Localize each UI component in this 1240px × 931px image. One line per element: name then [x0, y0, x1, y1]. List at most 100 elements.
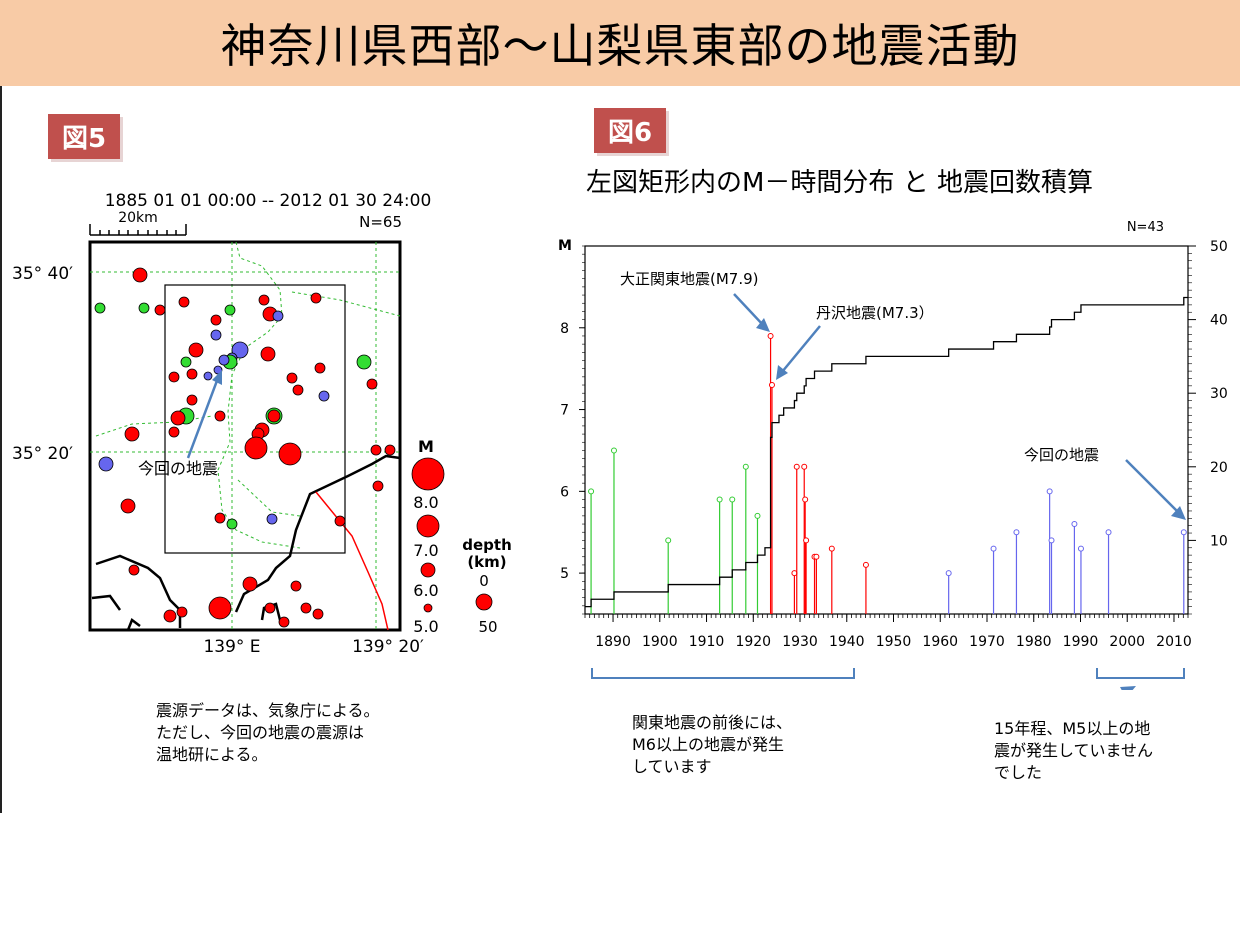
y-right-tick-label: 40	[1210, 313, 1228, 329]
y-left-tick-label: 6	[560, 484, 569, 500]
fig5-map: 1885 01 01 00:00 -- 2012 01 30 24:00 20k…	[12, 191, 512, 657]
event-point	[803, 537, 810, 544]
legend-m-7: 7.0	[413, 541, 438, 560]
fig6-subtitle: 左図矩形内のM－時間分布 と 地震回数積算	[586, 168, 1093, 198]
fig6-note-recent-line: 15年程、M5以上の地	[994, 719, 1151, 738]
fig5-scale-bar	[89, 224, 187, 236]
event-point	[1013, 529, 1020, 536]
event-point	[802, 496, 809, 503]
x-tick-label: 1960	[922, 634, 958, 650]
legend-m-8: 8.0	[413, 493, 438, 512]
legend-depth-50: 50	[478, 618, 497, 636]
event-point	[767, 332, 774, 339]
y-right-tick-label: 30	[1210, 386, 1228, 402]
event-point	[828, 545, 835, 552]
event-point	[610, 447, 617, 454]
event-point	[1105, 529, 1112, 536]
fig5-note-line: 震源データは、気象庁による。	[156, 701, 380, 720]
event-point	[1046, 488, 1053, 495]
fig6-arrow-note-recent	[1120, 686, 1136, 690]
x-tick-label: 1910	[689, 634, 725, 650]
event-point	[1077, 545, 1084, 552]
x-tick-label: 1940	[829, 634, 865, 650]
fig5-annotation-arrow	[186, 370, 222, 459]
legend-depth-0: 0	[479, 572, 489, 590]
event-point	[813, 553, 820, 560]
event-point	[742, 463, 749, 470]
title-bar: 神奈川県西部〜山梨県東部の地震活動	[0, 0, 1240, 86]
left-divider	[0, 86, 2, 813]
fig6-axes: 1890 1900 1910 1920 1930 1940 1950 1960 1970 1980…	[560, 239, 1228, 650]
legend-m-5: 5.0	[413, 617, 438, 636]
legend-depth-unit: (km)	[467, 553, 506, 571]
fig6-callout-tanzawa: 丹沢地震(M7.3）	[816, 304, 934, 322]
event-point	[1180, 529, 1187, 536]
x-tick-label: 1930	[782, 634, 818, 650]
fig6-chart: N=43 M 1890 1900 1910 1920 1930 1940 1950 1960 1…	[558, 220, 1228, 690]
fig6-note-kanto-line: 関東地震の前後には、	[632, 713, 793, 732]
fig5-count: N=65	[359, 213, 402, 231]
fig5-lat-label-40: 35° 40′	[12, 264, 73, 284]
event-point	[862, 561, 869, 568]
fig5-legend: M 8.0 7.0 6.0 5.0 depth (km) 0 50	[411, 437, 512, 636]
event-point	[1071, 521, 1078, 528]
y-left-tick-label: 7	[560, 403, 569, 419]
y-right-tick-label: 20	[1210, 460, 1228, 476]
event-point	[588, 488, 595, 495]
fig5-note-line: ただし、今回の地震の震源は	[156, 723, 365, 742]
x-tick-label: 1920	[735, 634, 771, 650]
fig5-badge: 図5	[48, 114, 121, 159]
legend-m-title: M	[418, 437, 434, 456]
x-tick-label: 2000	[1109, 634, 1145, 650]
fig6-note-recent: 15年程、M5以上の地 震が発生していません でした	[994, 718, 1153, 784]
x-tick-label: 1950	[876, 634, 912, 650]
fig6-bracket-recent	[1096, 668, 1185, 679]
fig6-callout-arrow-tanzawa	[776, 325, 821, 380]
fig6-count: N=43	[1127, 220, 1164, 235]
fig5-annotation: 今回の地震	[138, 459, 218, 478]
fig5-note-line: 温地研による。	[156, 745, 268, 764]
fig6-plot-frame	[584, 245, 1189, 615]
event-point	[801, 463, 808, 470]
fig6-cumulative-line	[585, 296, 1188, 608]
fig6-note-recent-line: 震が発生していません	[994, 741, 1154, 760]
fig6-callout-taisho: 大正関東地震(M7.9)	[620, 270, 759, 288]
fig5-study-rectangle	[164, 284, 346, 554]
event-point	[768, 382, 775, 389]
x-tick-label: 1980	[1016, 634, 1052, 650]
y-left-tick-label: 8	[560, 321, 569, 337]
event-point	[729, 496, 736, 503]
x-tick-label: 1900	[642, 634, 678, 650]
fig5-lon-label-139: 139° E	[203, 637, 260, 657]
fig5-date-range: 1885 01 01 00:00 -- 2012 01 30 24:00	[105, 191, 432, 211]
x-tick-label: 1890	[595, 634, 631, 650]
fig6-bracket-kanto	[591, 668, 855, 679]
event-point	[945, 570, 952, 577]
fig5-note: 震源データは、気象庁による。 ただし、今回の地震の震源は 温地研による。	[156, 700, 380, 766]
legend-depth-title: depth	[462, 536, 512, 554]
fig6-note-recent-line: でした	[994, 763, 1043, 782]
fig6-badge: 図6	[594, 108, 667, 153]
event-point	[990, 545, 997, 552]
fig6-callout-recent: 今回の地震	[1024, 446, 1099, 464]
event-point	[716, 496, 723, 503]
x-tick-label: 1970	[969, 634, 1005, 650]
x-tick-label: 2010	[1156, 634, 1192, 650]
fig5-lat-label-20: 35° 20′	[12, 444, 73, 464]
fig6-note-kanto-line: M6以上の地震が発生	[632, 735, 784, 754]
fig5-scale-label: 20km	[118, 210, 158, 226]
event-point	[793, 463, 800, 470]
x-tick-label: 1990	[1063, 634, 1099, 650]
fig5-graticule	[90, 241, 401, 630]
fig6-callout-arrow-taisho	[733, 293, 770, 332]
fig6-callout-arrow-recent	[1125, 459, 1186, 520]
y-right-tick-label: 10	[1210, 533, 1228, 549]
y-left-tick-label: 5	[560, 566, 569, 582]
event-point	[1048, 537, 1055, 544]
fig6-note-kanto-line: しています	[632, 757, 712, 776]
event-point	[665, 537, 672, 544]
fig5-epicenters	[94, 267, 396, 628]
fig5-lon-label-13920: 139° 20′	[352, 637, 424, 657]
fig6-y-left-label: M	[558, 238, 572, 254]
y-right-tick-label: 50	[1210, 239, 1228, 255]
